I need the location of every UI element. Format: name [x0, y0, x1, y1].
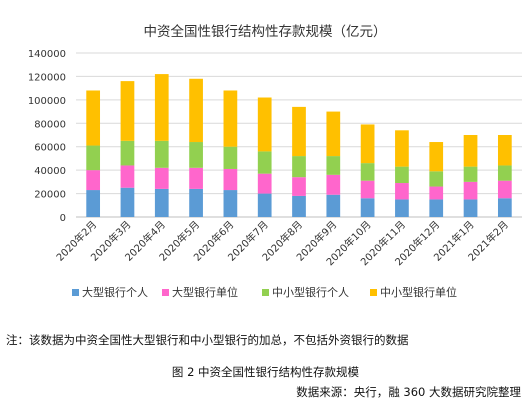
bar-segment: [257, 151, 272, 174]
bar-segment: [86, 90, 101, 146]
bar-segment: [154, 140, 169, 168]
legend-label: 大型银行单位: [172, 285, 238, 299]
bar-segment: [395, 183, 409, 200]
bar-segment: [497, 165, 512, 181]
bar-segment: [292, 156, 306, 178]
chart-svg: 中资全国性银行结构性存款规模（亿元） 0 20000 40000 60000 80000 1…: [28, 23, 522, 299]
bar-segment: [120, 187, 135, 217]
bar-segment: [326, 194, 341, 217]
bar-segment: [120, 140, 135, 166]
bar-segment: [292, 106, 306, 157]
legend-swatch: [162, 289, 169, 296]
bar-segment: [497, 180, 512, 199]
bar-segment: [257, 97, 272, 152]
bar-segment: [429, 142, 444, 172]
bar-segment: [120, 81, 135, 141]
bar-segment: [360, 163, 375, 181]
y-tick-label: 40000: [34, 166, 66, 177]
bar-segment: [223, 190, 238, 217]
chart-title: 中资全国性银行结构性存款规模（亿元）: [144, 23, 387, 40]
bar-segment: [292, 177, 306, 196]
bar-segment: [429, 199, 444, 217]
y-tick-label: 120000: [28, 72, 66, 83]
y-tick-label: 140000: [28, 49, 66, 60]
bar-segment: [463, 166, 478, 182]
legend-label: 中小型银行个人: [272, 285, 349, 299]
bar-segment: [223, 90, 238, 147]
legend-label: 中小型银行单位: [380, 285, 457, 299]
bar-segment: [360, 124, 375, 164]
bar-segment: [360, 180, 375, 199]
bar-segment: [326, 156, 341, 175]
bar-segment: [463, 199, 478, 217]
bar-segment: [326, 111, 341, 157]
bar-segment: [120, 165, 135, 188]
bar-segment: [395, 130, 409, 167]
bar-segment: [257, 193, 272, 217]
legend-swatch: [262, 289, 269, 296]
figure-caption: 图 2 中资全国性银行结构性存款规模: [171, 365, 360, 379]
y-tick-label: 20000: [34, 190, 66, 201]
bar-segment: [429, 186, 444, 200]
bar-segment: [154, 167, 169, 189]
bar-segment: [463, 135, 478, 167]
bar-segment: [463, 181, 478, 200]
bar-segment: [223, 146, 238, 169]
bar-segment: [497, 135, 512, 166]
bar-segment: [154, 188, 169, 217]
bar-segment: [360, 198, 375, 217]
legend-swatch: [370, 289, 377, 296]
bar-segment: [292, 195, 306, 217]
y-tick-label: 60000: [34, 143, 66, 154]
bar-segment: [395, 166, 409, 184]
y-tick-label: 100000: [28, 96, 66, 107]
bar-segment: [189, 167, 203, 189]
bar-segment: [189, 142, 203, 168]
bar-segment: [257, 173, 272, 194]
y-tick-label: 80000: [34, 119, 66, 130]
bar-segment: [154, 74, 169, 141]
data-source: 数据来源：央行，融 360 大数据研究院整理: [296, 385, 521, 399]
bar-segment: [497, 198, 512, 217]
bar-segment: [86, 190, 101, 217]
legend-label: 大型银行个人: [82, 285, 148, 299]
legend-swatch: [72, 289, 79, 296]
bar-segment: [86, 145, 101, 171]
chart-note: 注：该数据为中资全国性大型银行和中小型银行的加总，不包括外资银行的数据: [6, 333, 409, 347]
bar-segment: [223, 168, 238, 191]
chart: 中资全国性银行结构性存款规模（亿元） 0 20000 40000 60000 80000 1…: [28, 23, 522, 299]
bar-segment: [395, 199, 409, 217]
bar-segment: [189, 188, 203, 217]
bar-segment: [326, 174, 341, 195]
bar-segment: [189, 78, 203, 143]
bar-segment: [86, 170, 101, 191]
bar-segment: [429, 171, 444, 187]
y-tick-label: 0: [60, 213, 66, 224]
